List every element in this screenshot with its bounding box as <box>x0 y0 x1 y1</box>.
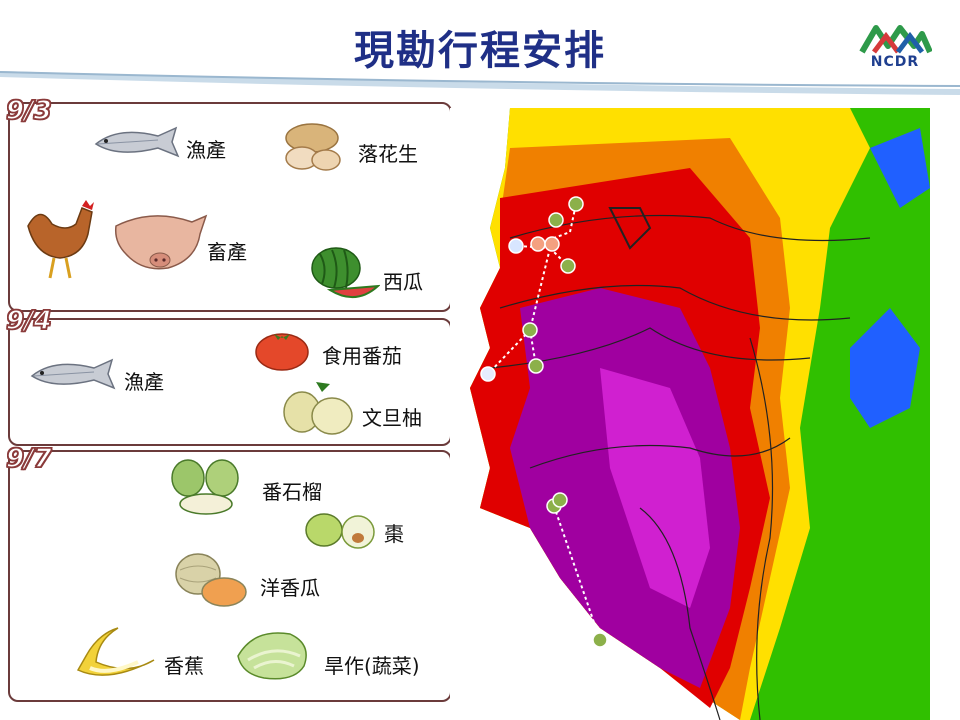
chicken-icon <box>27 200 94 279</box>
site-marker <box>568 196 584 212</box>
item-label-livestock: 畜產 <box>207 240 247 264</box>
site-marker <box>548 212 564 228</box>
site-marker <box>544 236 560 252</box>
cabbage-icon <box>237 632 307 680</box>
peanut-icon <box>285 123 341 171</box>
item-label-guava: 番石榴 <box>262 480 322 504</box>
watermelon-icon <box>311 247 380 298</box>
melon-icon <box>175 553 247 607</box>
item-label-jujube: 棗 <box>384 522 404 546</box>
item-label-vegetables: 旱作(蔬菜) <box>324 654 420 678</box>
date-label: 9/4 <box>5 305 52 337</box>
pig-icon <box>114 214 208 270</box>
site-marker <box>560 258 576 274</box>
jujube-icon <box>305 513 375 549</box>
tomato-icon <box>255 333 309 371</box>
date-label: 9/7 <box>5 443 52 475</box>
fish-icon <box>30 358 116 390</box>
item-label-melon: 洋香瓜 <box>260 576 320 600</box>
site-marker <box>528 358 544 374</box>
site-marker <box>522 322 538 338</box>
rainfall-map <box>450 108 960 720</box>
site-marker <box>592 632 608 648</box>
site-marker <box>552 492 568 508</box>
day-panel-0903 <box>8 102 452 312</box>
item-label-banana: 香蕉 <box>164 654 204 678</box>
site-marker <box>508 238 524 254</box>
ncdr-logo: NCDR <box>858 22 933 70</box>
page-title: 現勘行程安排 <box>354 28 606 74</box>
item-label-watermelon: 西瓜 <box>383 270 423 294</box>
banana-icon <box>76 627 155 676</box>
site-marker <box>480 366 496 382</box>
header-divider <box>0 71 960 95</box>
logo-mountain-icon <box>859 25 933 54</box>
date-label: 9/3 <box>5 95 52 127</box>
item-label-fish: 漁產 <box>186 138 226 162</box>
item-label-peanut: 落花生 <box>358 142 418 166</box>
logo-text: NCDR <box>870 54 920 70</box>
site-marker <box>530 236 546 252</box>
item-label-pomelo: 文旦柚 <box>362 406 422 430</box>
item-label-fish: 漁產 <box>124 370 164 394</box>
fish-icon <box>94 126 180 158</box>
pomelo-icon <box>283 382 353 435</box>
item-label-tomato: 食用番茄 <box>322 344 402 368</box>
guava-icon <box>171 459 239 515</box>
